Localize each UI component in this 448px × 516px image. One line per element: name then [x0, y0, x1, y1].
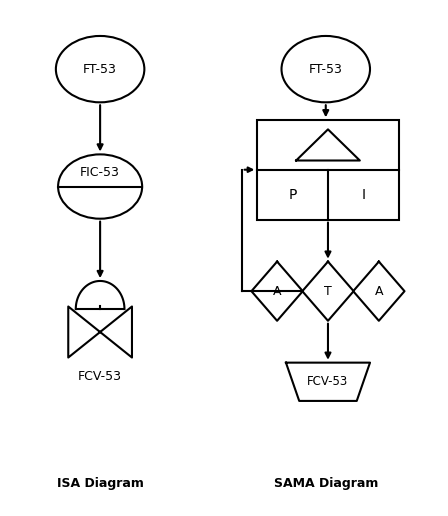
- Text: FT-53: FT-53: [83, 62, 117, 76]
- Text: T: T: [324, 285, 332, 298]
- Bar: [257, 120, 399, 220]
- Text: FCV-53: FCV-53: [307, 375, 349, 388]
- Text: A: A: [375, 285, 383, 298]
- Text: A: A: [273, 285, 281, 298]
- Text: FCV-53: FCV-53: [78, 370, 122, 383]
- Text: P: P: [289, 188, 297, 202]
- Text: FT-53: FT-53: [309, 62, 343, 76]
- Text: SAMA Diagram: SAMA Diagram: [274, 477, 378, 490]
- Text: FIC-53: FIC-53: [80, 166, 120, 179]
- Text: I: I: [362, 188, 366, 202]
- Text: ISA Diagram: ISA Diagram: [57, 477, 143, 490]
